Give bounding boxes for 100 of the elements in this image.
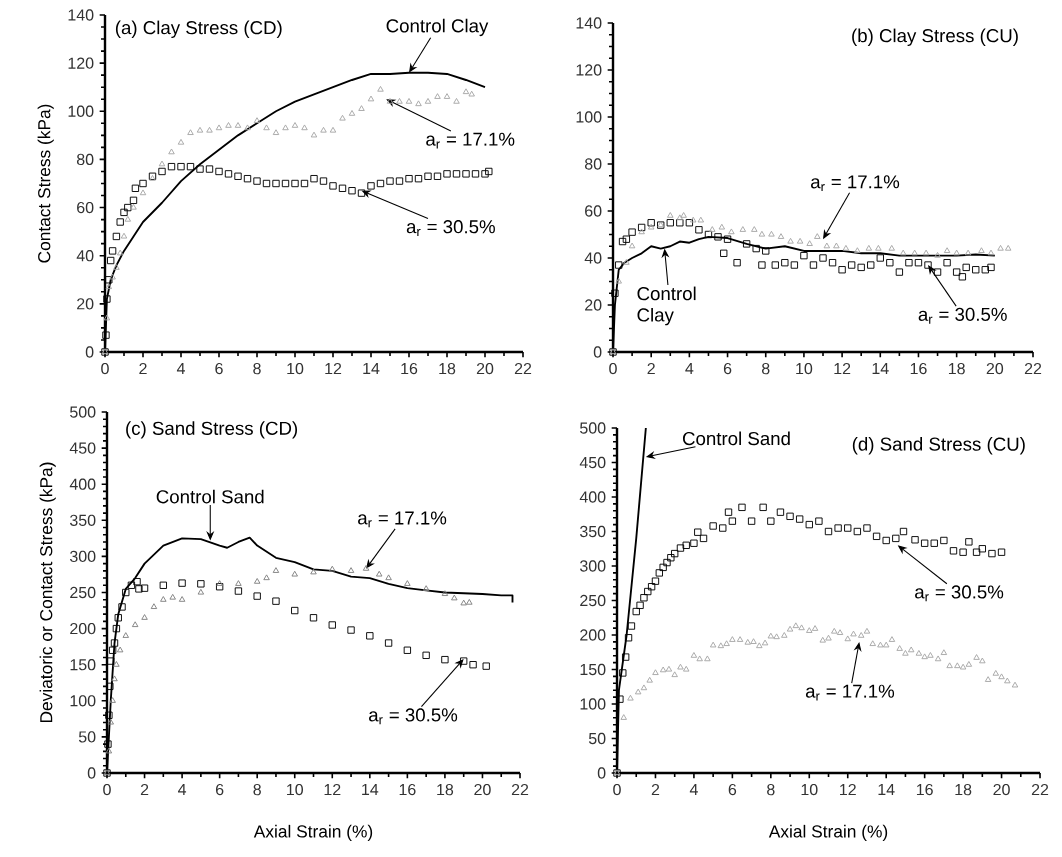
y-tick-label: 120 bbox=[576, 64, 602, 76]
point bbox=[405, 97, 413, 104]
point bbox=[863, 524, 871, 532]
point bbox=[319, 177, 328, 185]
point bbox=[415, 100, 422, 107]
y-tick-label: 0 bbox=[593, 346, 602, 358]
point bbox=[911, 536, 919, 544]
point bbox=[671, 549, 679, 558]
point bbox=[216, 580, 223, 586]
point bbox=[694, 528, 702, 536]
point bbox=[819, 254, 827, 262]
point bbox=[733, 259, 741, 267]
chart-title: (b) Clay Stress (CU) bbox=[852, 28, 1018, 46]
point bbox=[469, 661, 477, 669]
y-tick-label: 150 bbox=[580, 663, 606, 676]
point bbox=[107, 657, 115, 665]
y-tick-label: 0 bbox=[85, 346, 94, 358]
point bbox=[759, 503, 767, 512]
point bbox=[116, 646, 124, 653]
point bbox=[758, 261, 766, 269]
point bbox=[135, 585, 143, 593]
point bbox=[644, 587, 652, 596]
point bbox=[367, 182, 375, 190]
point bbox=[615, 277, 622, 284]
point bbox=[943, 259, 951, 267]
point bbox=[676, 219, 684, 227]
point bbox=[168, 148, 175, 155]
x-tick-label: 12 bbox=[834, 362, 851, 375]
x-tick-label: 22 bbox=[511, 783, 529, 796]
point bbox=[377, 85, 384, 92]
point bbox=[959, 548, 967, 556]
point bbox=[262, 179, 271, 188]
point bbox=[124, 203, 132, 212]
point bbox=[988, 549, 996, 558]
y-tick-label: 20 bbox=[585, 299, 602, 311]
point bbox=[386, 97, 394, 104]
point bbox=[105, 283, 113, 290]
point bbox=[434, 93, 441, 99]
x-tick-label: 18 bbox=[948, 362, 965, 375]
point bbox=[676, 214, 684, 221]
point bbox=[124, 215, 132, 222]
point bbox=[169, 593, 176, 600]
point bbox=[376, 179, 385, 188]
point bbox=[215, 167, 223, 176]
point bbox=[339, 114, 346, 121]
y-tick-label: 500 bbox=[70, 406, 96, 418]
point bbox=[395, 177, 404, 185]
point bbox=[747, 517, 756, 525]
point bbox=[796, 515, 804, 523]
x-tick-label: 8 bbox=[767, 783, 775, 796]
y-tick-label: 400 bbox=[579, 491, 606, 503]
point bbox=[167, 162, 176, 171]
point bbox=[833, 242, 840, 249]
y-tick-label: 60 bbox=[585, 205, 602, 217]
point bbox=[234, 587, 243, 595]
x-tick-label: 12 bbox=[325, 362, 342, 375]
point bbox=[828, 259, 837, 267]
x-tick-label: 8 bbox=[253, 783, 261, 796]
point bbox=[752, 244, 760, 253]
point bbox=[108, 646, 117, 654]
point bbox=[215, 124, 223, 131]
point bbox=[949, 547, 958, 555]
y-tick-label: 0 bbox=[87, 767, 96, 779]
point bbox=[347, 626, 355, 634]
x-tick-label: 0 bbox=[101, 362, 109, 375]
point bbox=[309, 614, 318, 622]
point bbox=[462, 88, 470, 95]
annotation: a$_{r}$ = 30.5% bbox=[915, 585, 1004, 602]
point bbox=[723, 235, 732, 243]
point bbox=[120, 208, 128, 217]
y-tick-label: 250 bbox=[70, 586, 96, 599]
point bbox=[103, 314, 111, 321]
y-tick-label: 150 bbox=[70, 659, 96, 671]
point bbox=[965, 538, 973, 546]
point bbox=[196, 165, 204, 173]
x-tick-label: 8 bbox=[253, 362, 261, 375]
point bbox=[291, 122, 299, 128]
point bbox=[133, 578, 141, 586]
point bbox=[618, 237, 627, 246]
annotation: a$_{r}$ = 17.1% bbox=[811, 175, 900, 192]
point bbox=[466, 598, 473, 605]
point bbox=[129, 196, 138, 205]
point bbox=[815, 517, 823, 525]
point bbox=[689, 216, 697, 223]
y-tick-label: 100 bbox=[580, 698, 606, 710]
point bbox=[628, 228, 636, 236]
point bbox=[104, 740, 112, 748]
point bbox=[441, 590, 449, 597]
chart-title: (c) Sand Stress (CD) bbox=[126, 421, 298, 439]
point bbox=[728, 228, 735, 235]
point bbox=[471, 170, 480, 178]
x-tick-label: 10 bbox=[287, 362, 304, 375]
point bbox=[619, 669, 627, 677]
annotation: Control Clay bbox=[637, 286, 696, 326]
x-tick-label: 6 bbox=[728, 783, 737, 796]
annotation: Control Sand bbox=[156, 489, 264, 504]
point bbox=[637, 223, 646, 232]
point bbox=[348, 110, 356, 116]
point bbox=[796, 237, 804, 244]
point bbox=[886, 259, 894, 267]
